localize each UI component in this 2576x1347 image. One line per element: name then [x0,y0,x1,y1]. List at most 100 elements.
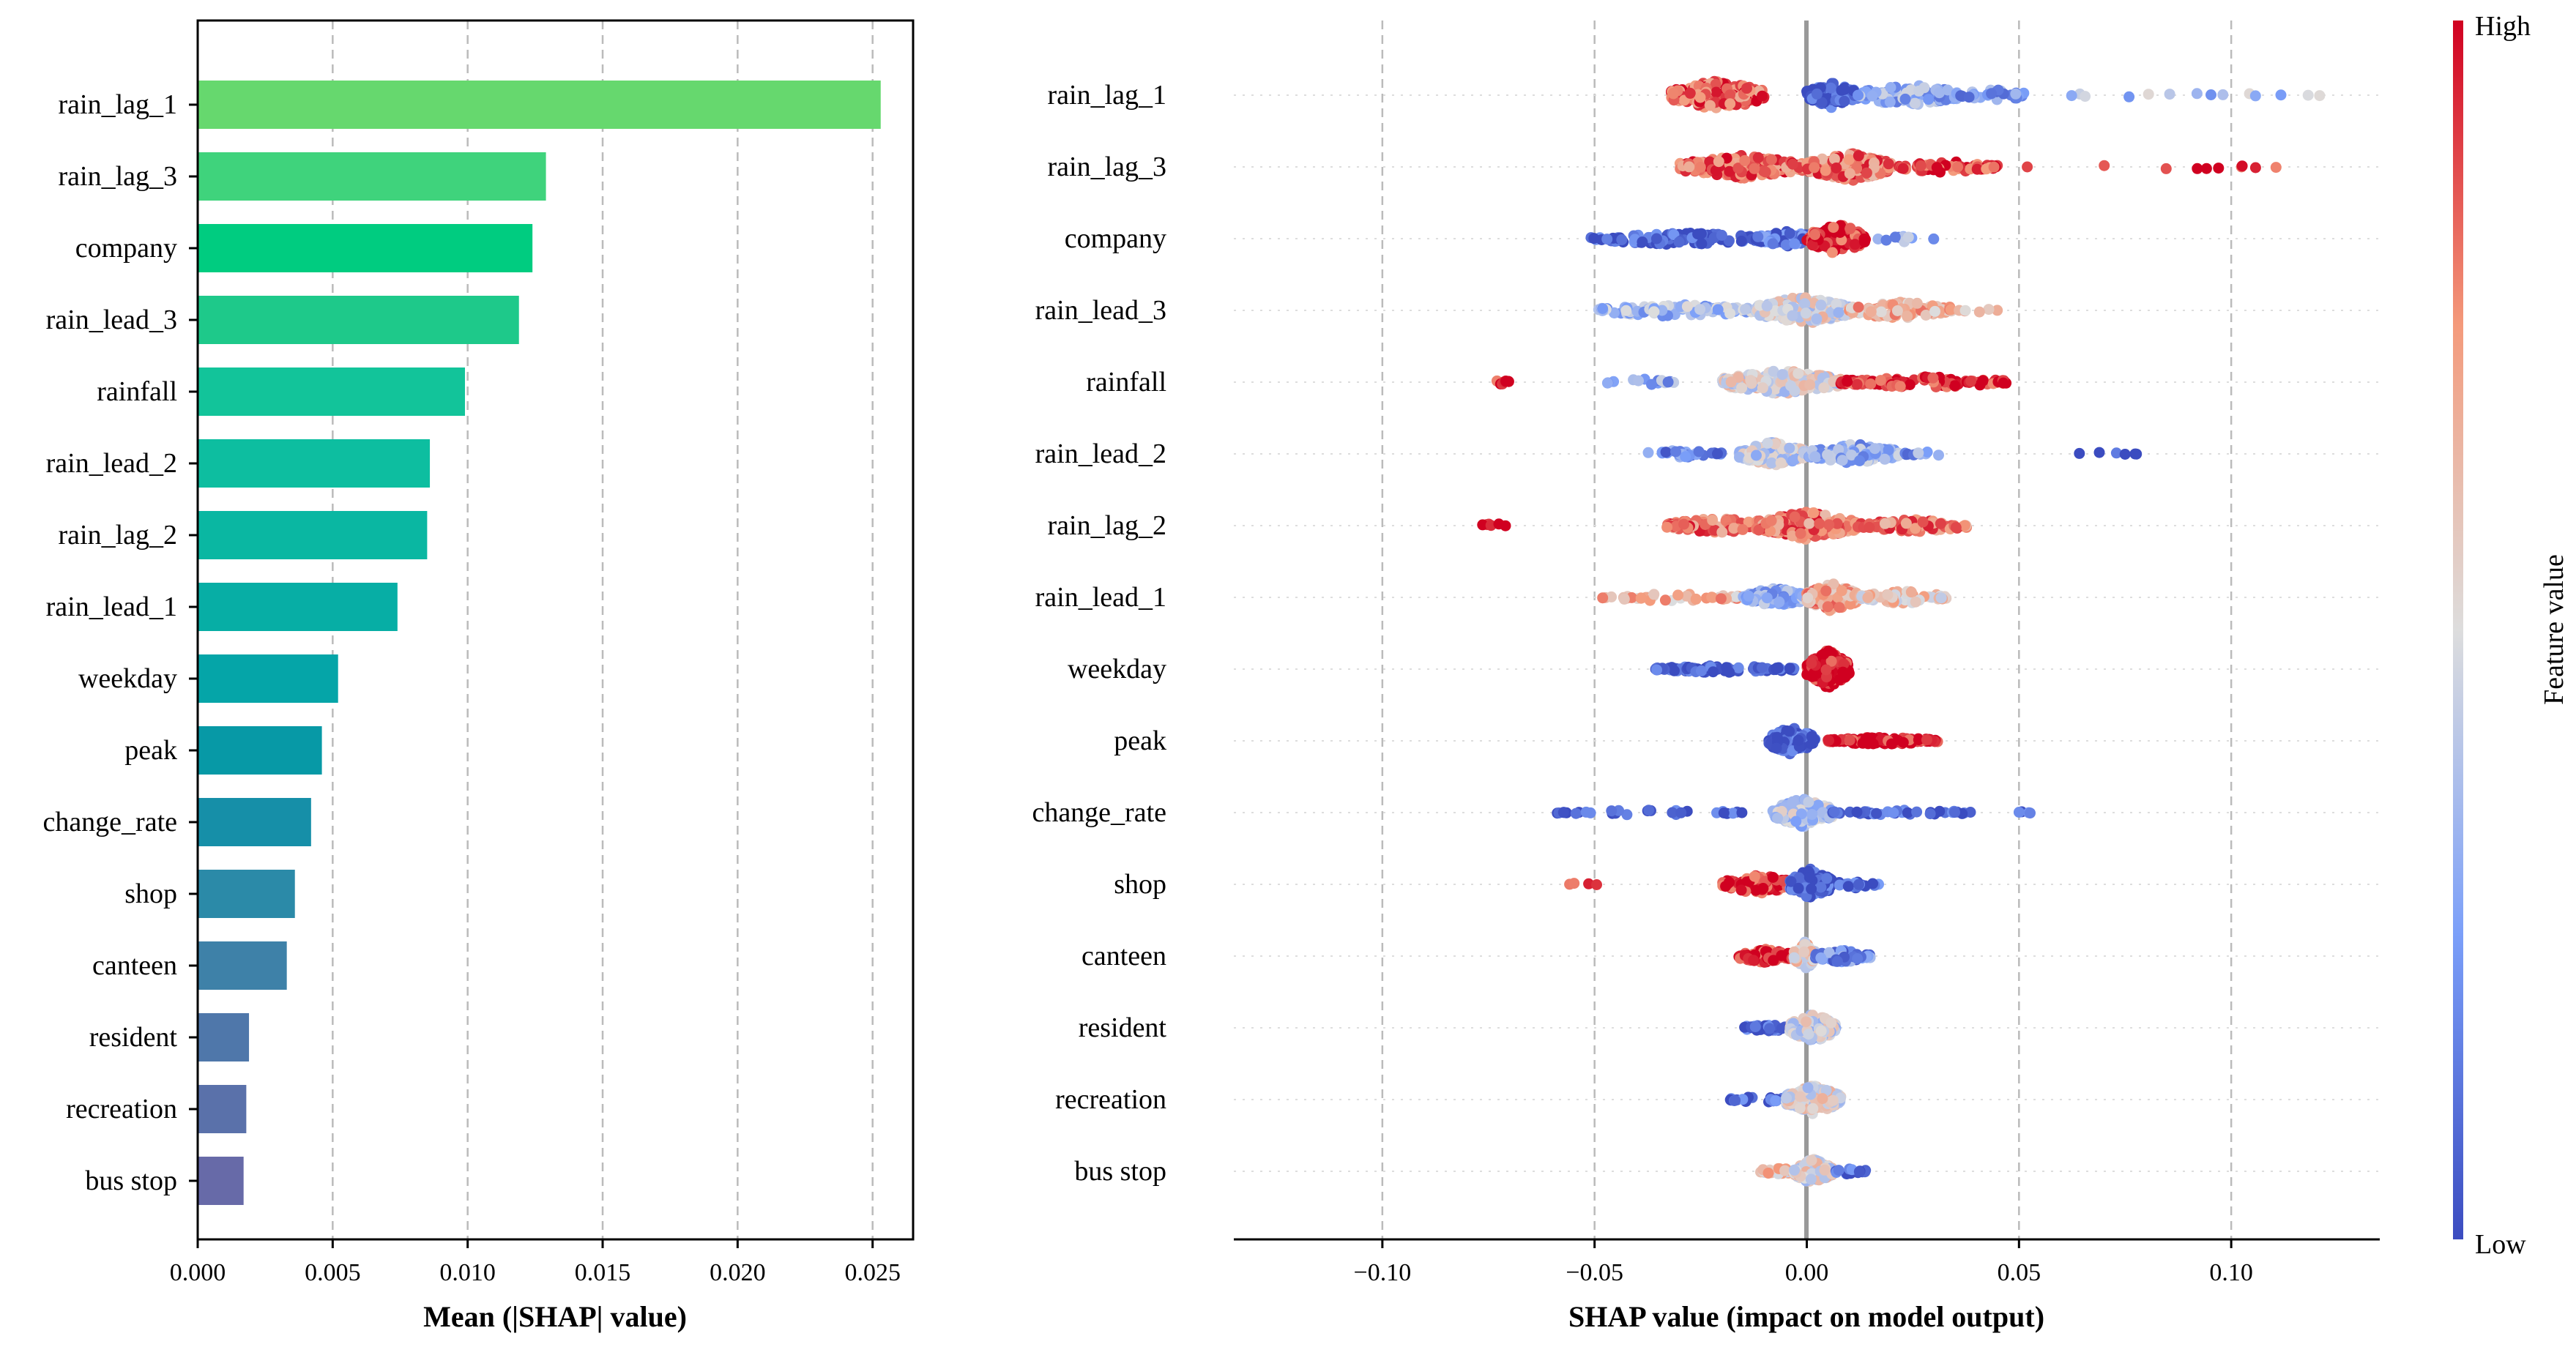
beeswarm-point [2013,807,2025,818]
beeswarm-point [1789,511,1801,523]
beeswarm-point [1809,451,1821,463]
beeswarm-x-tick-label: −0.05 [1566,1259,1623,1286]
beeswarm-point [1875,306,1887,318]
beeswarm-point [1715,593,1727,605]
colorbar-high-label: High [2475,11,2531,42]
beeswarm-feature-label: company [1065,223,1166,254]
beeswarm-point [2010,88,2022,100]
beeswarm-point [1477,519,1489,531]
beeswarm-point [2074,447,2085,459]
beeswarm-point [1853,302,1864,313]
beeswarm-point [1806,883,1817,895]
beeswarm-point [2099,160,2110,171]
beeswarm-point [1637,236,1648,247]
beeswarm-point [1917,516,1929,528]
beeswarm-point [1913,447,1924,459]
beeswarm-point [1834,602,1845,613]
beeswarm-point [1749,870,1760,882]
beeswarm-feature-label: rain_lag_3 [1047,152,1166,182]
bar-category-label: rain_lag_1 [58,89,177,120]
beeswarm-point [1745,375,1757,387]
beeswarm-point [1724,89,1735,101]
beeswarm-point [1872,234,1884,245]
beeswarm-point [1787,310,1798,321]
beeswarm-point [1601,377,1613,389]
beeswarm-point [1775,457,1787,469]
beeswarm-point [1910,596,1921,608]
beeswarm-point [1771,742,1782,754]
beeswarm-point [1694,162,1706,173]
beeswarm-point [1828,153,1840,165]
beeswarm-point [1833,444,1844,455]
beeswarm-point [1911,806,1923,818]
beeswarm-point [1915,160,1927,171]
beeswarm-point [2110,447,2122,459]
beeswarm-point [1732,163,1744,174]
bar-rain_lead_1 [198,583,398,631]
beeswarm-point [1784,228,1795,239]
beeswarm-point [1802,1082,1814,1094]
beeswarm-point [1768,365,1779,377]
beeswarm-point [1806,657,1817,669]
colorbar: High Low Feature value [2453,11,2569,1260]
beeswarm-point [1931,162,1943,173]
beeswarm-point [1871,807,1883,819]
beeswarm-point [1790,816,1802,827]
beeswarm-feature-label: change_rate [1032,797,1166,828]
beeswarm-point [1752,231,1764,242]
beeswarm-point [1737,523,1749,535]
beeswarm-point [1768,955,1779,966]
beeswarm-point [1764,1023,1776,1034]
beeswarm-point [1597,592,1609,604]
beeswarm-point [1713,156,1724,168]
beeswarm-point [1827,1094,1839,1106]
beeswarm-point [1793,882,1804,894]
beeswarm-point [1934,87,1945,99]
bar-category-label: rain_lead_3 [46,305,177,335]
bar-x-axis-title: Mean (|SHAP| value) [423,1300,687,1333]
beeswarm-feature-label: rain_lead_1 [1035,582,1166,613]
beeswarm-feature-labels: rain_lag_1rain_lag_3companyrain_lead_3ra… [1032,80,1166,1187]
beeswarm-point [1807,1102,1819,1114]
beeswarm-point [1648,589,1660,600]
beeswarm-point [1843,668,1855,679]
beeswarm-point [1642,447,1654,458]
beeswarm-point [1580,806,1592,818]
beeswarm-point [1879,518,1891,529]
beeswarm-point [2123,91,2135,102]
beeswarm-point [1894,381,1906,392]
beeswarm-point [1601,234,1613,245]
beeswarm-point [1900,518,1912,529]
beeswarm-point [1811,313,1823,325]
beeswarm-point [1935,592,1947,604]
beeswarm-point [1776,369,1788,381]
beeswarm-point [1749,1021,1761,1032]
beeswarm-point [1761,300,1773,312]
beeswarm-point [1730,1094,1741,1106]
beeswarm-point [1795,1091,1806,1102]
beeswarm-point [1736,382,1748,394]
colorbar-low-label: Low [2475,1229,2526,1260]
beeswarm-feature-label: shop [1114,869,1166,900]
beeswarm-point [1767,872,1779,883]
beeswarm-point [1869,443,1880,455]
bar-change_rate [198,798,311,846]
beeswarm-point [1620,305,1632,316]
beeswarm-panel: rain_lag_1rain_lag_3companyrain_lead_3ra… [1032,20,2380,1333]
beeswarm-point [1988,161,2000,173]
beeswarm-point [1712,448,1723,460]
beeswarm-point [1724,307,1736,319]
beeswarm-point [1825,82,1836,94]
beeswarm-point [1704,100,1716,111]
bar-x-tick-label: 0.005 [305,1259,361,1286]
beeswarm-point [1762,1167,1774,1179]
beeswarm-feature-label: rainfall [1086,367,1166,398]
beeswarm-point [1651,664,1662,676]
beeswarm-point [1706,592,1718,603]
beeswarm-point [1963,92,1975,103]
beeswarm-point [1853,1166,1865,1177]
bar-shop [198,870,295,918]
beeswarm-point [1803,872,1815,883]
beeswarm-point [1977,375,1989,387]
